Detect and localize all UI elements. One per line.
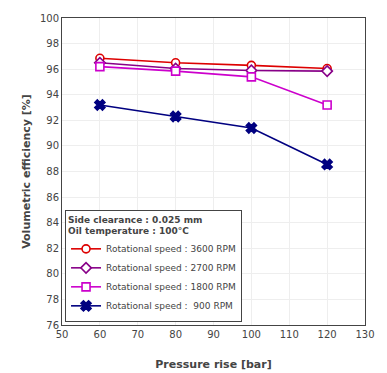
svg-text:Rotational speed : 3600 RPM: Rotational speed : 3600 RPM <box>106 244 236 254</box>
svg-text:Rotational speed : 900 RPM: Rotational speed : 900 RPM <box>106 301 233 311</box>
svg-text:76: 76 <box>46 320 59 331</box>
svg-text:92: 92 <box>46 115 59 126</box>
svg-text:110: 110 <box>280 329 299 340</box>
svg-text:84: 84 <box>46 217 59 228</box>
svg-text:98: 98 <box>46 38 59 49</box>
svg-text:82: 82 <box>46 243 59 254</box>
svg-text:130: 130 <box>355 329 374 340</box>
svg-text:100: 100 <box>242 329 261 340</box>
svg-text:60: 60 <box>94 329 107 340</box>
svg-text:94: 94 <box>46 89 59 100</box>
svg-text:Side clearance : 0.025 mmOil t: Side clearance : 0.025 mmOil temperature… <box>68 215 202 237</box>
svg-text:Rotational speed : 1800 RPM: Rotational speed : 1800 RPM <box>106 282 236 292</box>
svg-text:50: 50 <box>56 329 69 340</box>
svg-text:Pressure rise [bar]: Pressure rise [bar] <box>155 358 271 371</box>
svg-text:80: 80 <box>46 268 59 279</box>
svg-text:Rotational speed : 2700 RPM: Rotational speed : 2700 RPM <box>106 263 236 273</box>
svg-text:100: 100 <box>40 13 59 24</box>
svg-text:88: 88 <box>46 166 59 177</box>
svg-text:70: 70 <box>131 329 144 340</box>
svg-text:78: 78 <box>46 294 59 305</box>
svg-text:86: 86 <box>46 192 59 203</box>
svg-text:80: 80 <box>169 329 182 340</box>
svg-text:96: 96 <box>46 64 59 75</box>
svg-text:90: 90 <box>207 329 220 340</box>
svg-text:120: 120 <box>318 329 337 340</box>
svg-text:Volumetric efficiency [%]: Volumetric efficiency [%] <box>20 94 33 249</box>
svg-text:90: 90 <box>46 140 59 151</box>
